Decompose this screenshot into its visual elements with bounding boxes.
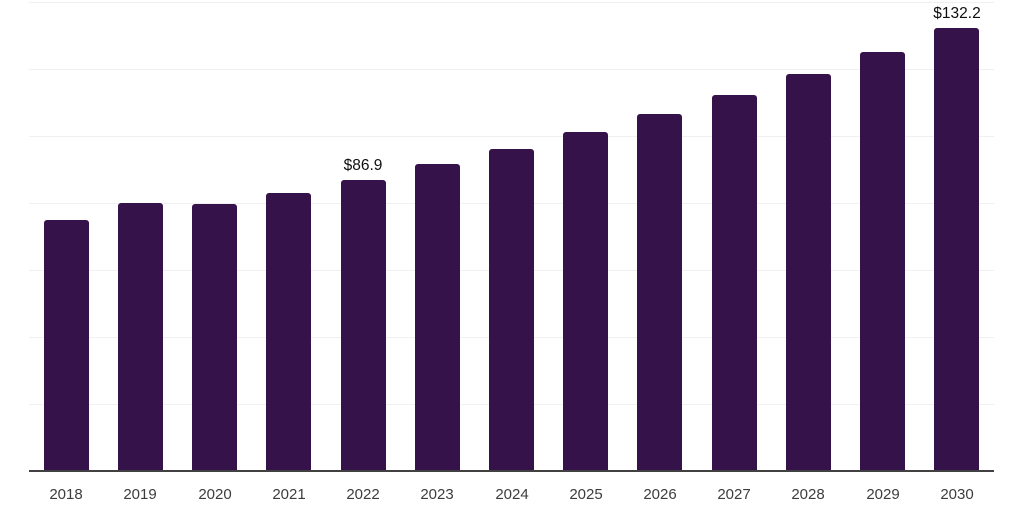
bar-value-label: $86.9 [343,157,383,174]
bar [786,74,831,471]
x-axis-label: 2029 [866,486,900,503]
bar [563,132,608,471]
x-axis-label: 2026 [643,486,677,503]
gridline [29,2,994,3]
gridline [29,136,994,137]
bar [44,220,89,471]
x-axis-label: 2021 [272,486,306,503]
bar [934,28,979,471]
x-axis-label: 2025 [569,486,603,503]
bar [192,204,237,471]
x-axis-label: 2028 [791,486,825,503]
x-axis-label: 2018 [49,486,83,503]
x-axis-label: 2023 [420,486,454,503]
x-axis-label: 2027 [717,486,751,503]
x-axis-label: 2030 [940,486,974,503]
bar [489,149,534,471]
bar [266,193,311,471]
bar [637,114,682,471]
bar-value-label: $132.2 [933,5,981,22]
x-axis-label: 2020 [198,486,232,503]
x-axis-label: 2024 [495,486,529,503]
x-axis-label: 2019 [123,486,157,503]
bar [341,180,386,471]
bar [415,164,460,471]
bar [118,203,163,471]
gridline [29,69,994,70]
bar [860,52,905,471]
x-axis-label: 2022 [346,486,380,503]
bar [712,95,757,471]
x-axis-line [29,470,994,472]
